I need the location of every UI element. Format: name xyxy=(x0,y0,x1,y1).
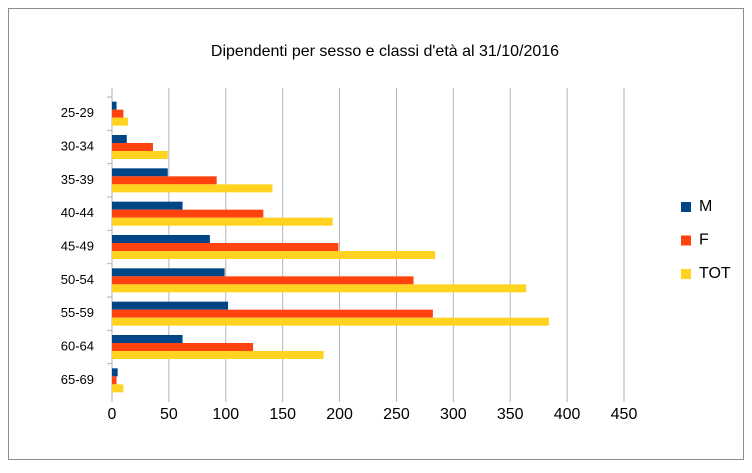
legend-label: F xyxy=(699,232,709,249)
x-tick-label: 0 xyxy=(108,406,117,423)
bar xyxy=(112,284,527,293)
y-tick-label: 50-54 xyxy=(61,272,94,287)
x-tick-label: 250 xyxy=(383,406,410,423)
legend-swatch xyxy=(681,202,691,212)
bar xyxy=(112,109,124,118)
bar xyxy=(112,217,333,226)
x-tick-label: 350 xyxy=(497,406,524,423)
bar xyxy=(112,384,124,393)
legend-label: TOT xyxy=(699,265,731,282)
bar xyxy=(112,335,183,343)
chart-frame xyxy=(8,8,744,460)
bar xyxy=(112,276,414,285)
bar xyxy=(112,235,210,243)
bar xyxy=(112,251,436,259)
legend-swatch xyxy=(681,269,691,279)
bar xyxy=(112,135,127,143)
bar xyxy=(112,368,118,377)
x-tick-label: 400 xyxy=(554,406,581,423)
bar xyxy=(112,176,217,185)
bar xyxy=(112,168,168,177)
bar xyxy=(112,101,117,110)
bar xyxy=(112,317,549,326)
x-tick-label: 100 xyxy=(212,406,239,423)
y-tick-label: 45-49 xyxy=(61,238,94,253)
y-tick-label: 40-44 xyxy=(61,205,94,220)
x-tick-label: 50 xyxy=(160,406,178,423)
y-tick-label: 55-59 xyxy=(61,305,94,320)
bar xyxy=(112,143,153,151)
y-tick-label: 30-34 xyxy=(61,138,94,153)
bar xyxy=(112,243,339,251)
bar xyxy=(112,117,128,126)
bar xyxy=(112,209,264,218)
bar xyxy=(112,201,183,210)
bar xyxy=(112,351,324,359)
chart-title: Dipendenti per sesso e classi d'età al 3… xyxy=(211,43,559,60)
legend-label: M xyxy=(699,198,712,215)
y-tick-label: 65-69 xyxy=(61,372,94,387)
bar xyxy=(112,301,229,310)
bar xyxy=(112,376,117,385)
bar xyxy=(112,268,225,277)
bar xyxy=(112,184,273,193)
x-tick-label: 450 xyxy=(611,406,638,423)
y-tick-label: 25-29 xyxy=(61,105,94,120)
legend-swatch xyxy=(681,235,691,246)
y-tick-label: 35-39 xyxy=(61,172,94,187)
bar xyxy=(112,343,254,351)
x-tick-label: 150 xyxy=(269,406,296,423)
x-tick-label: 300 xyxy=(440,406,467,423)
y-tick-label: 60-64 xyxy=(61,338,94,353)
x-tick-label: 200 xyxy=(326,406,353,423)
bar xyxy=(112,151,168,159)
bar xyxy=(112,309,433,318)
